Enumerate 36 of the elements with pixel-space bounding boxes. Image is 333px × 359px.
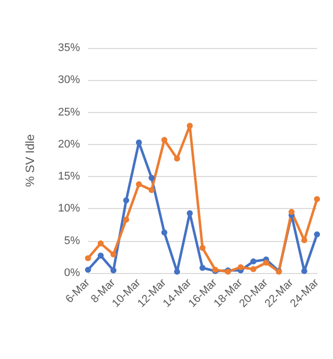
point xyxy=(250,258,256,264)
point xyxy=(136,181,142,188)
point xyxy=(263,260,270,266)
point xyxy=(301,268,308,274)
y-axis-title: % SV Idle xyxy=(23,134,37,187)
point xyxy=(250,266,256,272)
point xyxy=(186,210,193,216)
y-tick-label: 0% xyxy=(64,267,80,279)
point xyxy=(148,187,155,194)
y-tick-label: 35% xyxy=(58,42,80,54)
point xyxy=(238,264,244,270)
point xyxy=(98,252,104,259)
point xyxy=(123,197,130,204)
y-tick-label: 30% xyxy=(58,74,80,86)
point xyxy=(123,216,130,223)
point xyxy=(186,122,193,129)
point xyxy=(200,264,206,271)
point xyxy=(314,196,320,202)
y-tick-label: 20% xyxy=(58,138,80,150)
point xyxy=(174,156,180,162)
point xyxy=(110,251,116,258)
y-tick-label: 15% xyxy=(58,170,80,183)
point xyxy=(136,140,142,146)
point xyxy=(174,268,180,275)
y-tick-label: 25% xyxy=(58,106,80,118)
y-tick-label: 5% xyxy=(64,234,80,247)
point xyxy=(314,231,320,238)
point xyxy=(288,208,295,215)
point xyxy=(85,255,91,262)
point xyxy=(148,174,155,181)
point xyxy=(200,244,206,251)
point xyxy=(85,266,91,273)
point xyxy=(161,136,168,143)
point xyxy=(98,240,104,246)
point xyxy=(161,230,168,236)
y-tick-label: 10% xyxy=(58,202,80,215)
